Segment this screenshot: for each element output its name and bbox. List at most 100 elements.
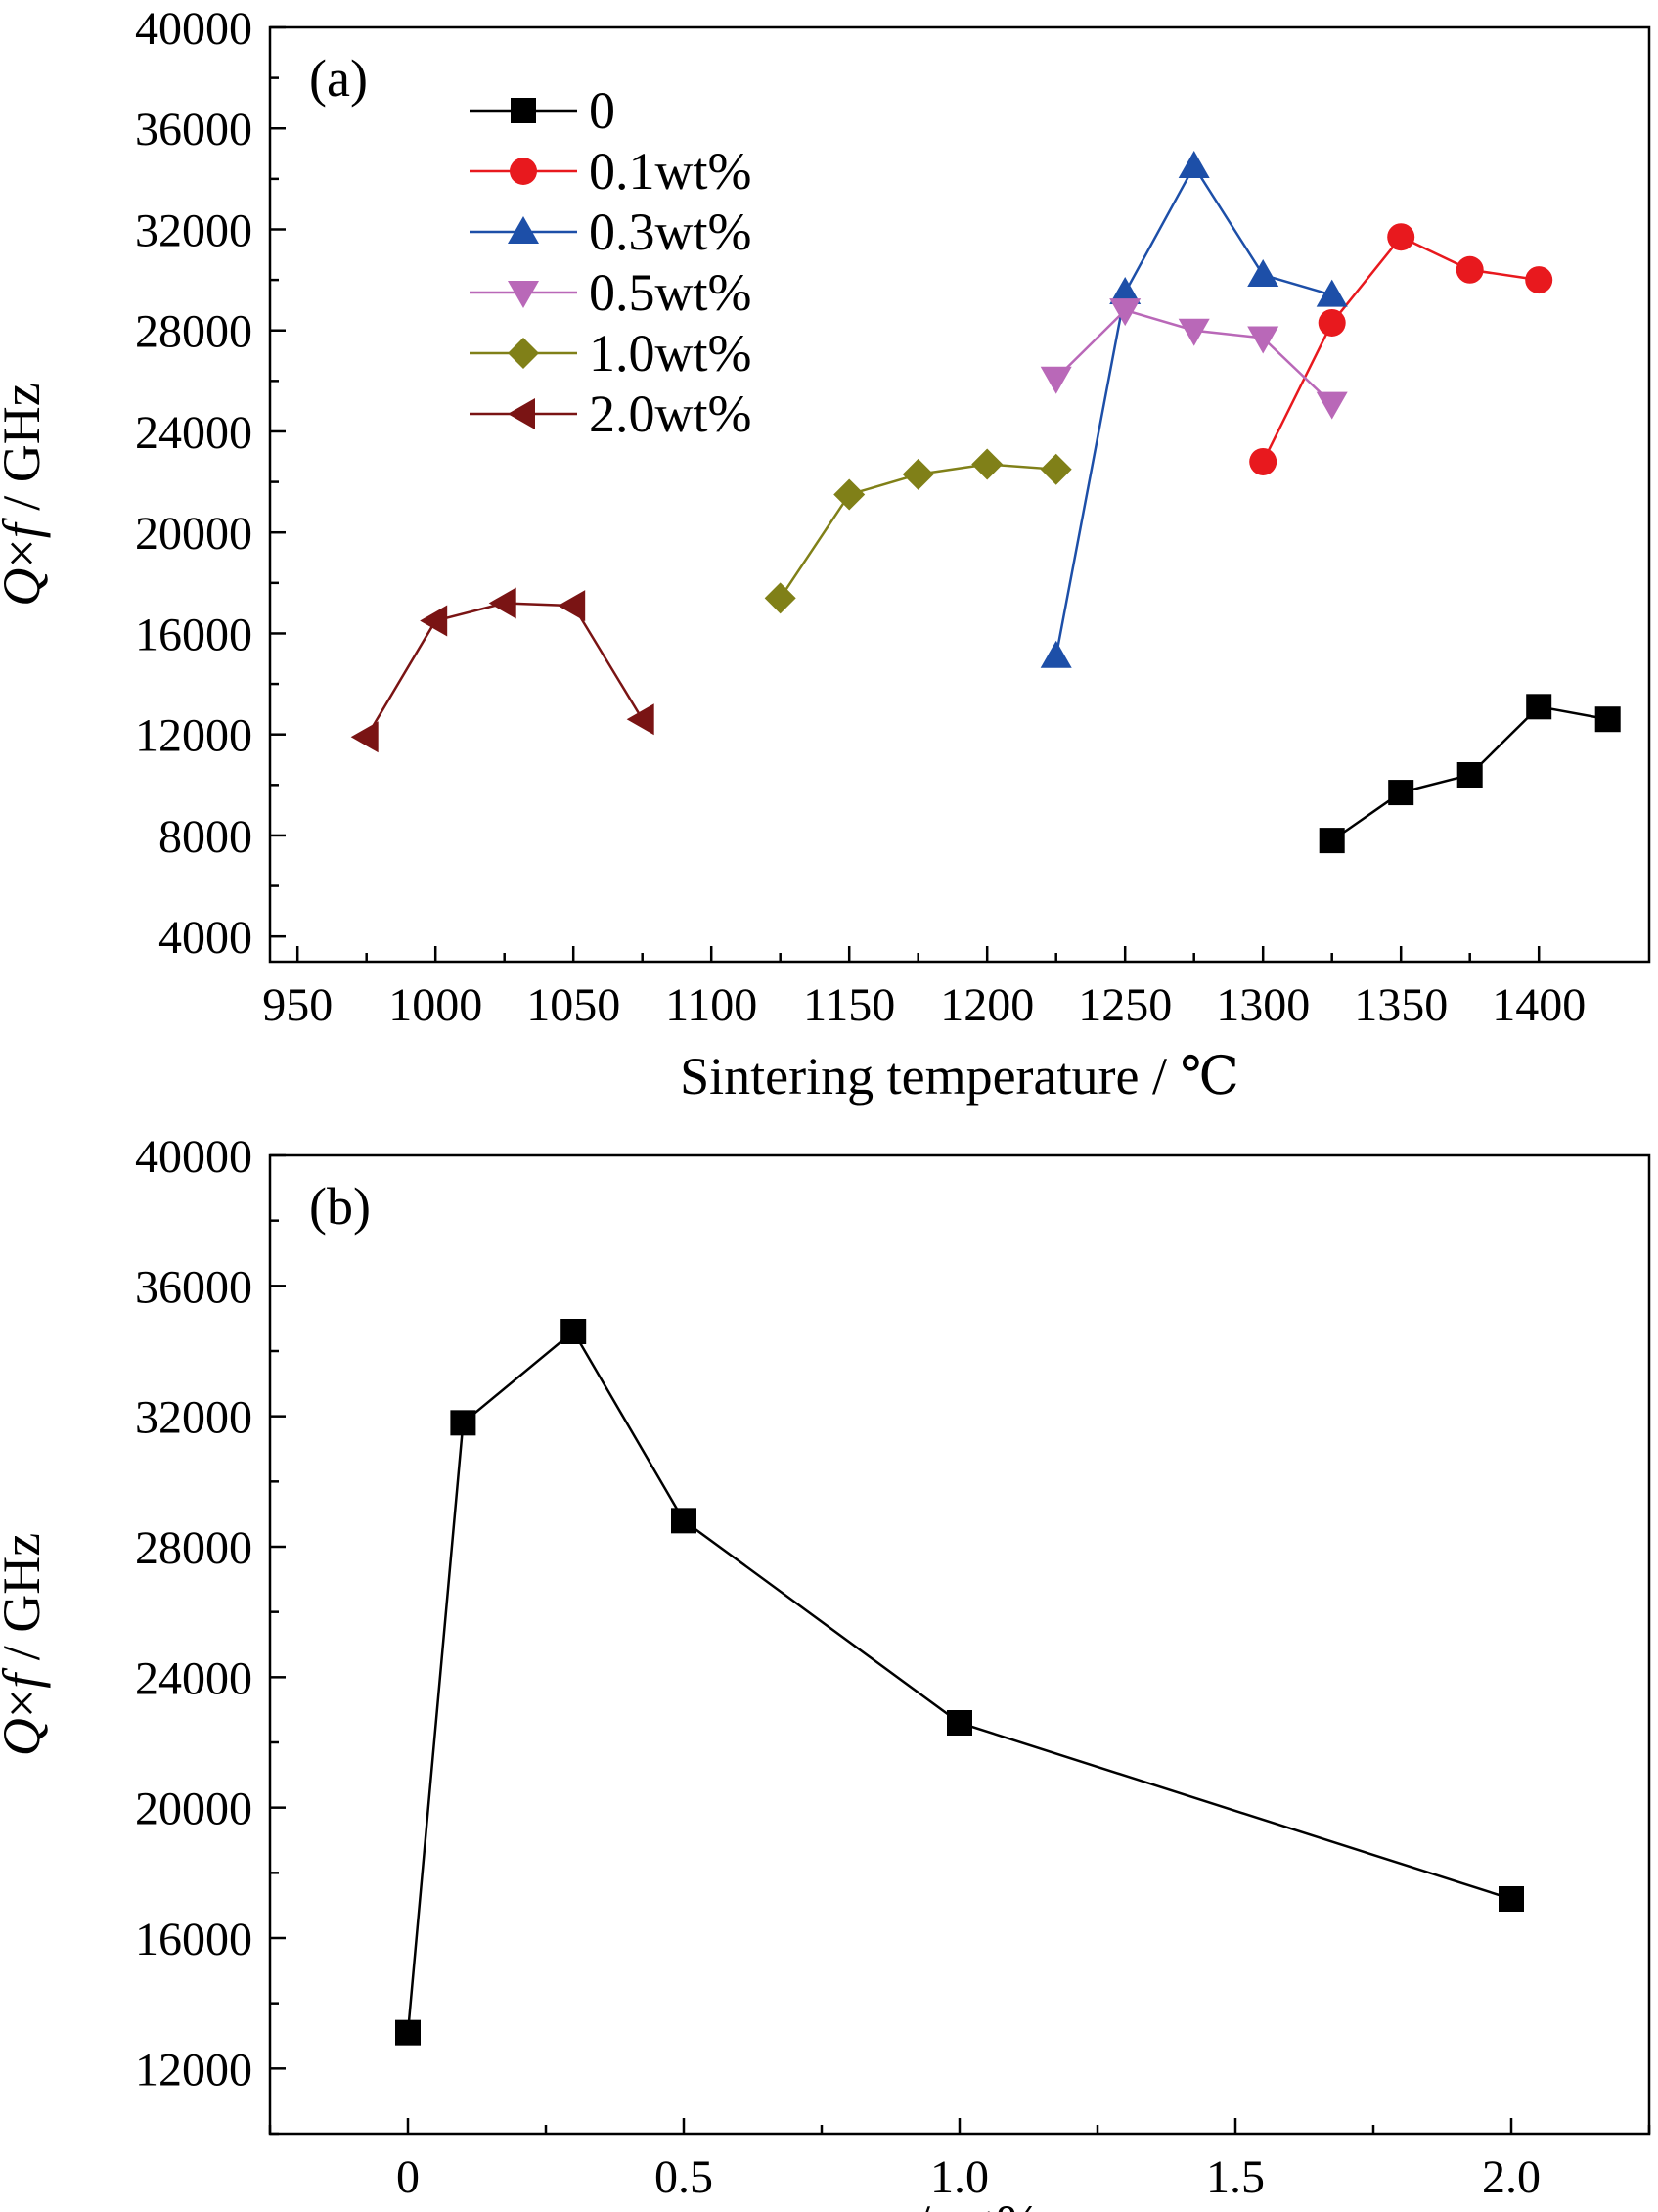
data-point [1316, 391, 1348, 420]
y-axis-title-q: Q [0, 568, 51, 607]
y-tick-label: 32000 [135, 204, 252, 256]
data-point [1499, 1886, 1524, 1912]
y-tick-label: 24000 [135, 407, 252, 459]
y-tick-label: 20000 [135, 508, 252, 560]
x-tick-label: 1.5 [1206, 2151, 1265, 2203]
y-tick-label: 36000 [135, 104, 252, 156]
y-tick-label: 40000 [135, 1131, 252, 1183]
data-point [1387, 223, 1415, 251]
series-4 [764, 448, 1072, 614]
x-axis-title: Sintering temperature / ℃ [680, 1047, 1239, 1106]
data-point [350, 721, 379, 753]
x-tick-label: 950 [262, 979, 333, 1031]
series-line [1054, 163, 1333, 656]
y-axis-title-times: × [0, 538, 51, 567]
data-point [558, 590, 586, 622]
legend-label: 2.0wt% [589, 384, 751, 443]
data-point [395, 2019, 421, 2046]
data-point [1526, 694, 1552, 720]
y-tick-label: 24000 [135, 1652, 252, 1704]
x-tick-label: 1150 [803, 979, 895, 1031]
data-point [1040, 366, 1072, 394]
x-tick-label: 1300 [1216, 979, 1310, 1031]
data-point [1525, 266, 1553, 294]
data-point [1318, 308, 1346, 337]
x-tick-label: 1.0 [930, 2151, 989, 2203]
data-point [902, 458, 934, 490]
panel-b: 0 0.5 1.0 1.5 2.0 12000 16000 20000 24000 28000 32… [0, 1131, 1651, 2212]
series-0 [1319, 694, 1621, 854]
y-axis-title: Q×f / GHz [0, 383, 51, 606]
y-tick-label: 16000 [135, 1914, 252, 1965]
panel-label: (b) [309, 1177, 371, 1236]
y-axis-title-times: × [0, 1689, 51, 1718]
series-line [406, 1330, 1512, 2033]
data-point [420, 605, 448, 637]
x-tick-label: 1100 [665, 979, 757, 1031]
legend-marker [511, 98, 536, 123]
x-tick-label: 1200 [940, 979, 1034, 1031]
legend-label: 0 [589, 81, 615, 140]
data-point [488, 587, 516, 619]
x-tick-label: 1400 [1492, 979, 1586, 1031]
series-line [365, 602, 644, 738]
x-tick-label: 1350 [1354, 979, 1448, 1031]
x-tick-label: 0 [396, 2151, 420, 2203]
y-axis-title-unit: / GHz [0, 1533, 51, 1674]
series-2 [1040, 150, 1348, 668]
series-5 [350, 587, 654, 753]
legend-marker [508, 216, 539, 244]
data-point [1456, 762, 1483, 788]
legend: 00.1wt%0.3wt%0.5wt%1.0wt%2.0wt% [470, 81, 751, 443]
y-axis-title: Q×f / GHz [0, 1533, 51, 1756]
plot-frame [268, 1153, 1651, 2136]
x-tick-label: 2.0 [1482, 2151, 1541, 2203]
data-point [1109, 298, 1142, 327]
data-point [1456, 255, 1484, 284]
series-0 [395, 1319, 1524, 2046]
y-tick-label: 28000 [135, 1522, 252, 1574]
series-1 [1249, 223, 1553, 475]
y-axis-title-q: Q [0, 1718, 51, 1756]
data-point [1247, 326, 1279, 354]
legend-label: 0.3wt% [589, 203, 751, 261]
legend-marker [508, 398, 535, 429]
data-point [1247, 258, 1279, 287]
legend-marker [510, 158, 537, 185]
data-point [1178, 318, 1210, 346]
data-point [1040, 453, 1072, 485]
x-axis-title-var: x [878, 2194, 903, 2212]
legend-label: 1.0wt% [589, 324, 751, 383]
data-point [1249, 447, 1277, 475]
legend-label: 0.5wt% [589, 263, 751, 322]
data-point [1109, 277, 1142, 305]
data-point [764, 582, 796, 614]
x-tick-label: 0.5 [654, 2151, 713, 2203]
y-tick-label: 8000 [158, 811, 252, 863]
y-tick-label: 36000 [135, 1261, 252, 1313]
data-point [1319, 828, 1345, 854]
y-tick-label: 12000 [135, 710, 252, 762]
legend-marker [508, 338, 539, 369]
panel-label: (a) [309, 49, 368, 108]
data-point [1388, 780, 1414, 806]
y-tick-label: 40000 [135, 3, 252, 55]
data-point [450, 1410, 476, 1436]
x-axis-title: x / wt% [878, 2194, 1041, 2212]
y-tick-label: 12000 [135, 2044, 252, 2096]
data-point [947, 1710, 972, 1736]
y-tick-label: 32000 [135, 1392, 252, 1444]
x-tick-label: 1250 [1078, 979, 1172, 1031]
x-tick-label: 1050 [526, 979, 620, 1031]
data-point [971, 448, 1004, 480]
series-3 [1040, 298, 1348, 420]
panel-a: 950 1000 1050 1100 1150 1200 1250 1300 1350 1400 4… [0, 3, 1651, 1106]
data-point [560, 1319, 587, 1344]
y-axis-title-unit: / GHz [0, 383, 51, 523]
plot-frame [268, 25, 1651, 964]
y-tick-label: 4000 [158, 912, 252, 964]
y-tick-label: 28000 [135, 306, 252, 358]
y-tick-label: 16000 [135, 609, 252, 660]
data-point [1316, 279, 1348, 307]
